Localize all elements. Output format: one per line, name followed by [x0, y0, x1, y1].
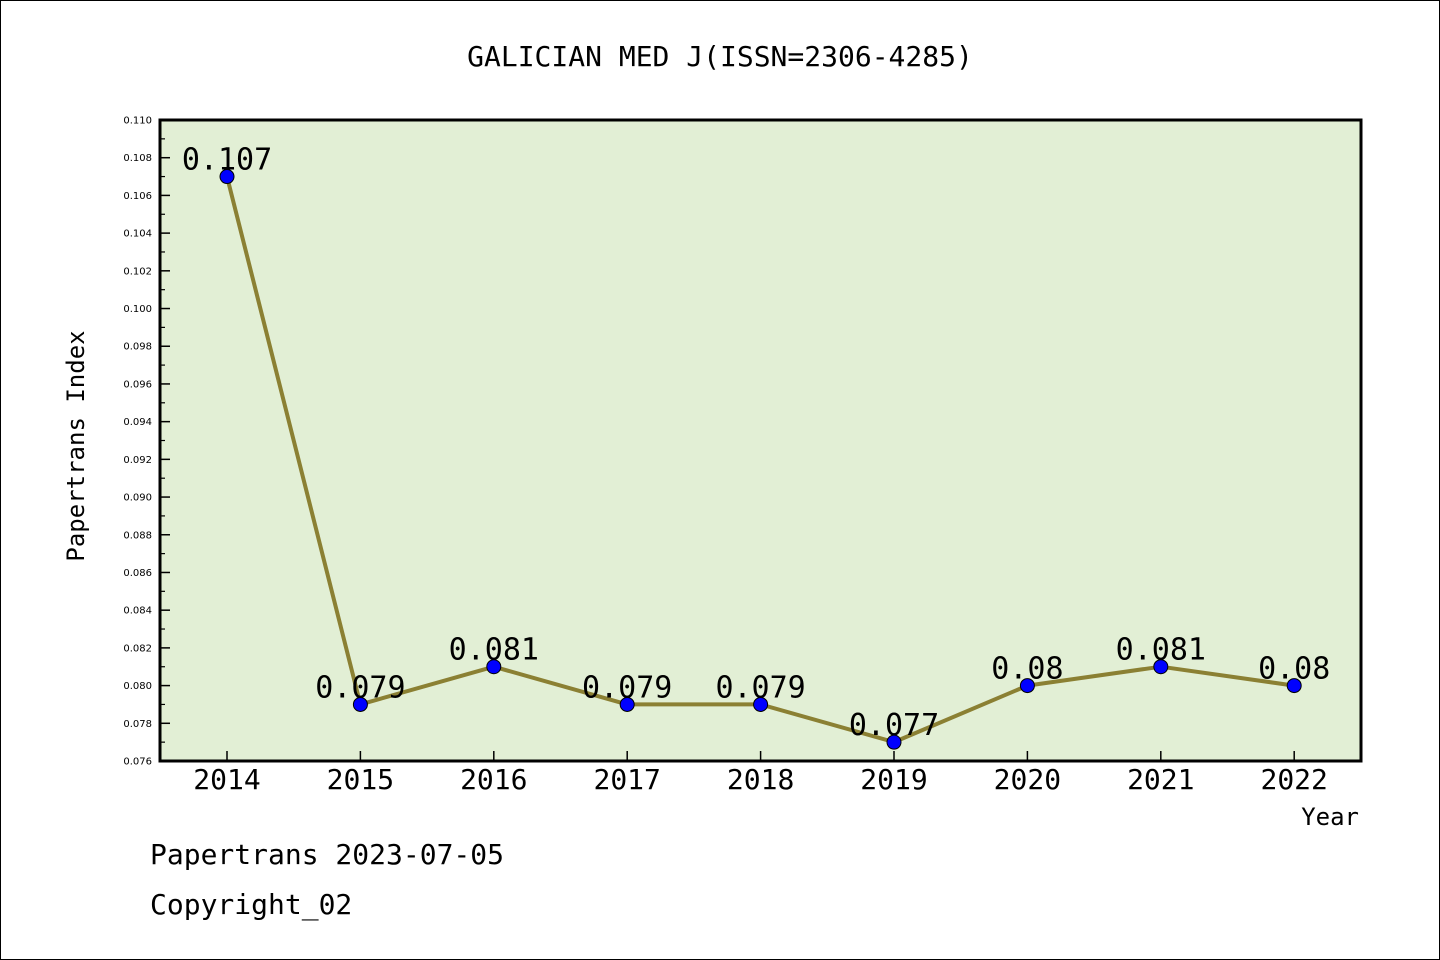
y-tick-label: 0.110: [123, 116, 152, 127]
y-tick-label: 0.104: [123, 229, 152, 240]
data-label: 0.107: [182, 143, 272, 178]
y-tick-label: 0.086: [123, 568, 152, 579]
series-group: 0.107 0.079 0.081 0.079 0.079 0.077 0.08 0.081 0…: [182, 143, 1330, 750]
data-point: [886, 734, 902, 750]
x-tick-label: 2019: [860, 763, 927, 796]
data-point: [352, 696, 368, 712]
y-tick-label: 0.080: [123, 681, 152, 692]
y-tick-label: 0.082: [123, 643, 152, 654]
data-label: 0.08: [991, 652, 1063, 687]
data-point: [486, 659, 502, 675]
y-axis-label: Papertrans Index: [62, 330, 90, 561]
y-tick-label: 0.098: [123, 342, 152, 353]
chart-title: GALICIAN MED J(ISSN=2306-4285): [467, 40, 973, 73]
x-tick-label: 2017: [593, 763, 660, 796]
x-tick-label: 2016: [460, 763, 527, 796]
x-tick-label: 2015: [327, 763, 394, 796]
data-point: [619, 696, 635, 712]
data-label: 0.081: [449, 633, 539, 668]
footer-date: Papertrans 2023-07-05: [150, 838, 504, 871]
y-tick-label: 0.088: [123, 530, 152, 541]
x-tick-label: 2021: [1127, 763, 1194, 796]
plot-area: [158, 118, 1363, 763]
footer-copyright: Copyright_02: [150, 888, 352, 922]
y-tick-label: 0.078: [123, 719, 152, 730]
x-tick-label: 2020: [994, 763, 1061, 796]
data-point: [219, 169, 235, 185]
y-tick-label: 0.092: [123, 455, 152, 466]
x-tick-label: 2018: [727, 763, 794, 796]
y-tick-label: 0.096: [123, 379, 152, 390]
data-label: 0.079: [582, 670, 672, 705]
y-tick-label: 0.084: [123, 606, 152, 617]
x-tick-label: 2014: [193, 763, 260, 796]
y-tick-label: 0.106: [123, 191, 152, 202]
y-tick-label: 0.108: [123, 153, 152, 164]
x-axis-label: Year: [1301, 803, 1359, 831]
x-axis-ticks: 2014 2015 2016 2017 2018 2019 2020 2021 2022: [193, 751, 1328, 796]
y-tick-label: 0.094: [123, 417, 152, 428]
data-label: 0.079: [315, 670, 405, 705]
data-label: 0.079: [715, 670, 805, 705]
data-label: 0.08: [1258, 652, 1330, 687]
y-tick-label: 0.100: [123, 304, 152, 315]
data-point: [753, 696, 769, 712]
y-tick-label: 0.102: [123, 266, 152, 277]
y-tick-label: 0.090: [123, 493, 152, 504]
data-point: [1153, 659, 1169, 675]
data-label: 0.081: [1116, 633, 1206, 668]
data-point: [1286, 678, 1302, 694]
data-point: [1019, 678, 1035, 694]
y-axis-ticks: 0.076 0.078 0.080 0.082 0.084 0.086 0.088 0.090…: [123, 116, 170, 768]
x-tick-label: 2022: [1260, 763, 1327, 796]
data-label: 0.077: [849, 708, 939, 743]
y-tick-label: 0.076: [123, 757, 152, 768]
